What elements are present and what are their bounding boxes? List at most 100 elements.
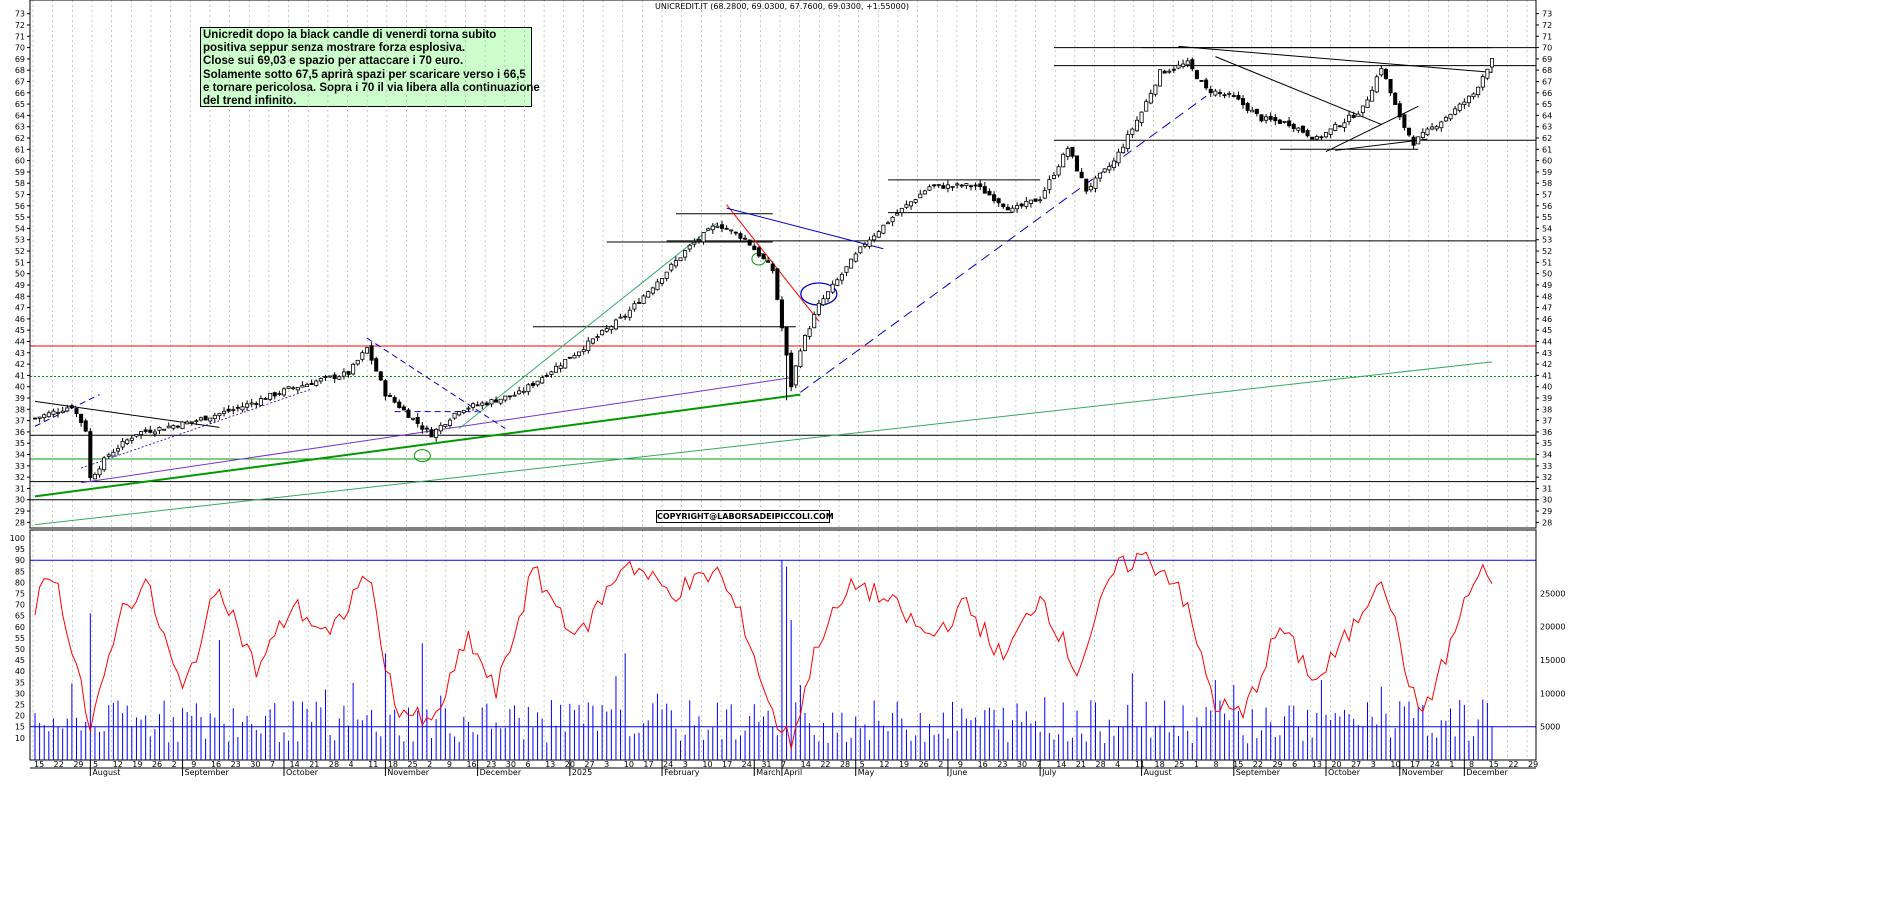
y-tick-label-left: 39 xyxy=(15,394,25,403)
candle-body xyxy=(636,302,642,304)
y-tick-label-left: 59 xyxy=(15,168,25,177)
candle-body xyxy=(1194,70,1199,80)
candle-body xyxy=(369,345,374,361)
x-day-label: 5 xyxy=(860,760,865,769)
x-day-label: 14 xyxy=(290,760,300,769)
osc-tick-label: 15 xyxy=(15,723,25,732)
x-day-label: 12 xyxy=(113,760,123,769)
candle-body xyxy=(655,281,660,291)
candle-body xyxy=(821,298,826,306)
candle-body xyxy=(1088,186,1093,191)
y-tick-label-right: 43 xyxy=(1542,349,1552,358)
candle-body xyxy=(1107,165,1112,171)
candle-body xyxy=(217,413,222,417)
y-tick-label-left: 44 xyxy=(15,337,25,346)
candle-body xyxy=(927,186,932,191)
candle-body xyxy=(802,335,808,352)
y-tick-label-right: 55 xyxy=(1542,213,1552,222)
candle-body xyxy=(341,371,346,377)
x-month-label: June xyxy=(949,768,968,777)
y-tick-label-right: 39 xyxy=(1542,394,1552,403)
y-tick-label-right: 28 xyxy=(1542,518,1552,527)
candle-body xyxy=(738,233,743,239)
y-tick-label-left: 69 xyxy=(15,55,25,64)
x-day-label: 28 xyxy=(329,760,339,769)
x-day-label: 8 xyxy=(1469,760,1474,769)
candle-body xyxy=(1158,69,1163,87)
candle-body xyxy=(1038,199,1043,202)
candle-body xyxy=(1171,68,1176,71)
candle-body xyxy=(56,412,61,414)
y-tick-label-right: 64 xyxy=(1542,111,1552,120)
candle-body xyxy=(1430,126,1435,130)
y-tick-label-left: 48 xyxy=(15,292,25,301)
candle-body xyxy=(549,371,554,375)
y-tick-label-right: 46 xyxy=(1542,315,1552,324)
osc-tick-label: 75 xyxy=(15,590,25,599)
osc-tick-label: 20 xyxy=(15,712,25,721)
y-tick-label-left: 61 xyxy=(15,145,25,154)
y-tick-label-left: 50 xyxy=(15,270,25,279)
candle-body xyxy=(1134,119,1139,132)
candle-body xyxy=(918,193,923,199)
candle-body xyxy=(756,247,761,257)
osc-tick-label: 80 xyxy=(15,578,25,587)
oscillator-panel-frame xyxy=(29,529,1537,761)
candle-body xyxy=(692,241,697,245)
candle-body xyxy=(793,365,798,386)
y-tick-label-right: 48 xyxy=(1542,292,1552,301)
candle-body xyxy=(83,420,88,432)
candle-body xyxy=(102,457,107,471)
y-tick-label-right: 37 xyxy=(1542,417,1552,426)
y-tick-label-left: 65 xyxy=(15,100,25,109)
candle-body xyxy=(378,371,383,381)
x-day-label: 14 xyxy=(801,760,811,769)
volume-tick-label: 5000 xyxy=(1540,723,1560,732)
candle-body xyxy=(982,186,987,194)
candle-body xyxy=(175,425,180,428)
candle-body xyxy=(913,199,918,203)
y-tick-label-left: 34 xyxy=(15,451,25,460)
candle-body xyxy=(1065,148,1070,157)
y-tick-label-right: 67 xyxy=(1542,77,1552,86)
x-day-label: 27 xyxy=(584,760,594,769)
x-day-label: 16 xyxy=(978,760,988,769)
y-tick-label-left: 57 xyxy=(15,191,25,200)
candle-body xyxy=(120,440,125,448)
candle-body xyxy=(1153,84,1158,95)
candle-body xyxy=(1070,146,1075,157)
candle-body xyxy=(1005,206,1010,211)
black-channel-trendline xyxy=(1325,105,1419,153)
candle-body xyxy=(706,228,711,231)
candle-body xyxy=(590,338,595,344)
candle-body xyxy=(669,263,674,271)
candle-body xyxy=(904,204,909,208)
candle-body xyxy=(604,328,609,332)
candle-body xyxy=(411,417,416,420)
candle-body xyxy=(1448,113,1453,120)
x-day-label: 1 xyxy=(1194,760,1199,769)
candle-body xyxy=(1342,122,1347,128)
y-tick-label-right: 29 xyxy=(1542,507,1552,516)
candle-body xyxy=(1466,95,1471,104)
candle-body xyxy=(973,184,978,187)
candle-body xyxy=(544,375,549,377)
candle-body xyxy=(1084,178,1089,192)
candle-body xyxy=(1277,119,1282,124)
candle-body xyxy=(392,397,397,403)
candle-body xyxy=(1148,93,1153,104)
long-green-trendline xyxy=(34,361,1493,526)
candle-body xyxy=(1259,114,1264,122)
candle-body xyxy=(494,399,499,403)
x-month-label: October xyxy=(1328,768,1361,777)
y-tick-label-right: 52 xyxy=(1542,247,1552,256)
x-day-label: 12 xyxy=(879,760,889,769)
y-tick-label-right: 36 xyxy=(1542,428,1552,437)
candle-body xyxy=(1305,130,1310,137)
candle-body xyxy=(678,257,683,262)
candle-body xyxy=(812,314,817,329)
x-day-label: 11 xyxy=(368,760,378,769)
x-day-label: 27 xyxy=(1351,760,1361,769)
candle-body xyxy=(1328,128,1333,135)
candle-body xyxy=(687,244,692,250)
